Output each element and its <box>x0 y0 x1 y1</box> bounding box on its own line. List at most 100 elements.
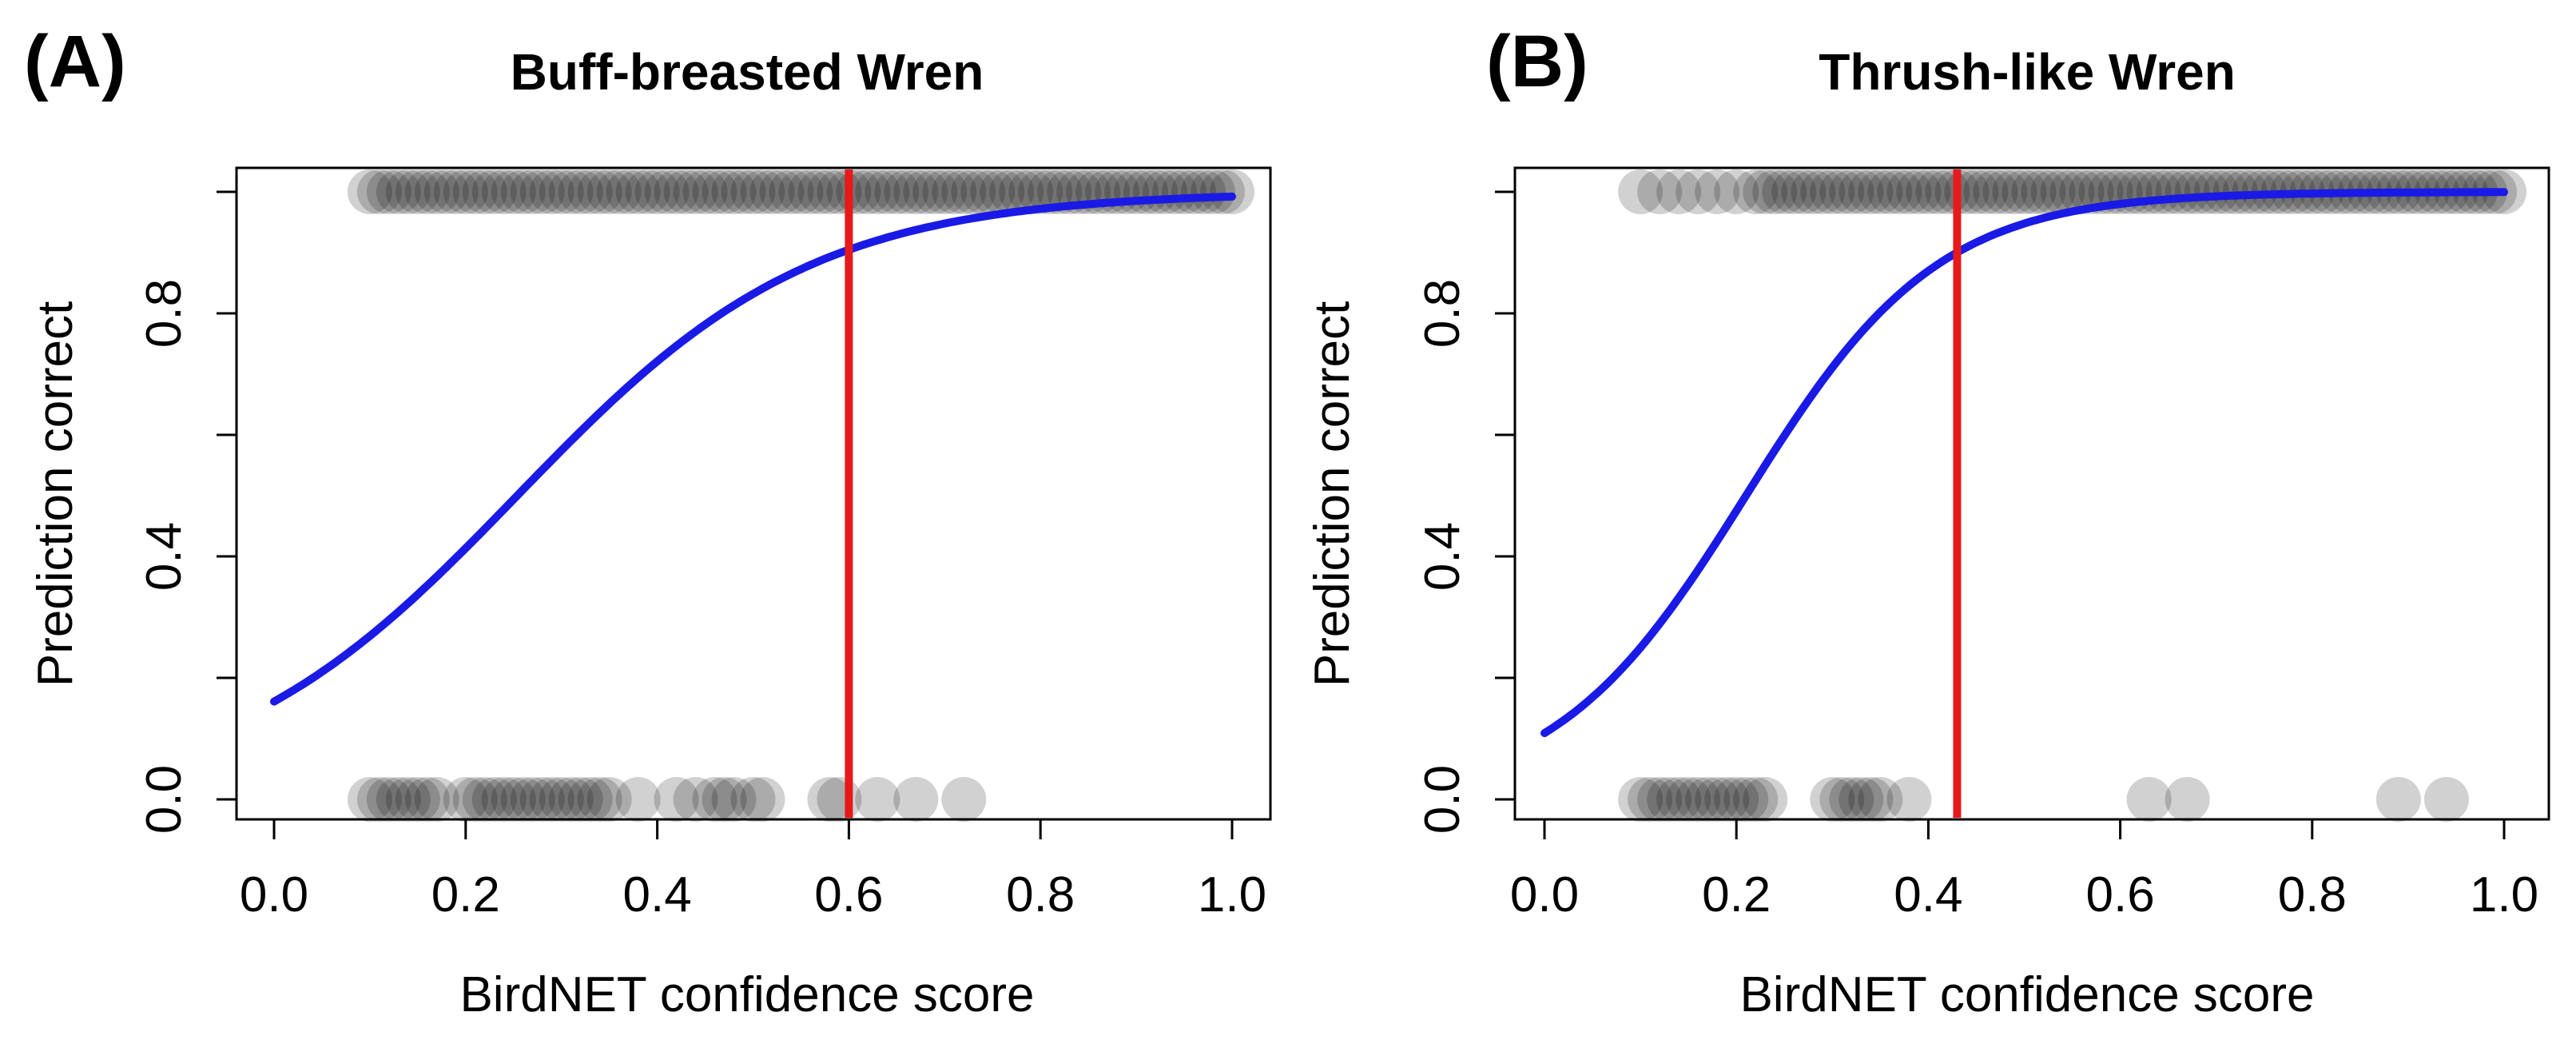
panel-a-x-tick-label-4: 0.8 <box>1006 867 1075 922</box>
panel-b-point-correct-32 <box>1982 169 2028 214</box>
panel-a-point-correct-58 <box>903 169 948 214</box>
panel-a-point-correct-18 <box>519 169 565 214</box>
panel-a-x-tick-label-5: 1.0 <box>1198 867 1266 922</box>
panel-a-point-correct-34 <box>673 169 718 214</box>
panel-a-point-correct-17 <box>510 169 555 214</box>
panel-b-point-correct-40 <box>2059 169 2105 214</box>
panel-a-point-correct-39 <box>721 169 766 214</box>
panel-b: (B) Thrush-like Wren 0.0 0.2 0.4 0.6 0.8 1.0 … <box>1305 21 2550 1022</box>
panel-b-point-incorrect-15 <box>1819 777 1865 822</box>
panel-b-point-correct-0 <box>1618 169 1664 214</box>
panel-a-point-correct-68 <box>999 169 1044 214</box>
panel-a-point-incorrect-24 <box>615 777 661 822</box>
panel-a-point-correct-10 <box>443 169 488 214</box>
panel-b-point-incorrect-1 <box>1628 777 1673 822</box>
panel-a-point-incorrect-13 <box>491 777 536 822</box>
panel-b-point-correct-14 <box>1810 169 1855 214</box>
panel-a-point-incorrect-17 <box>529 777 574 822</box>
panel-a-point-incorrect-5 <box>395 777 440 822</box>
panel-b-point-incorrect-14 <box>1810 777 1855 822</box>
panel-a-point-correct-42 <box>749 169 795 214</box>
panel-a-x-tick-label-2: 0.4 <box>622 867 691 922</box>
panel-a-point-incorrect-27 <box>692 777 737 822</box>
panel-a-point-correct-3 <box>376 169 421 214</box>
panel-a-point-correct-36 <box>692 169 737 214</box>
panel-a-point-correct-7 <box>414 169 459 214</box>
panel-b-point-correct-12 <box>1791 169 1836 214</box>
panel-a-point-incorrect-3 <box>376 777 421 822</box>
panel-a-point-incorrect-31 <box>740 777 785 822</box>
panel-b-plot-frame <box>1513 166 2550 821</box>
panel-b-point-incorrect-19 <box>1858 777 1903 822</box>
panel-b-point-correct-6 <box>1733 169 1779 214</box>
panel-b-x-tick-label-3: 0.6 <box>2085 867 2154 922</box>
panel-a-y-tick-label-1: 0.4 <box>137 522 192 591</box>
panel-b-point-correct-54 <box>2193 169 2239 214</box>
panel-b-point-correct-19 <box>1858 169 1903 214</box>
panel-a-point-incorrect-9 <box>452 777 498 822</box>
panel-b-point-correct-38 <box>2040 169 2085 214</box>
panel-a-y-tick-label-2: 0.8 <box>137 279 192 348</box>
panel-a-y-axis: 0.0 0.4 0.8 <box>137 190 237 834</box>
panel-b-x-axis-label: BirdNET confidence score <box>1739 967 2314 1022</box>
panel-a-point-correct-19 <box>529 169 574 214</box>
panel-a-x-tick-label-0: 0.0 <box>240 867 308 922</box>
panel-a-point-incorrect-25 <box>654 777 699 822</box>
panel-b-point-incorrect-7 <box>1685 777 1731 822</box>
panel-b-point-correct-15 <box>1819 169 1865 214</box>
panel-a-point-correct-43 <box>759 169 805 214</box>
panel-b-point-correct-39 <box>2049 169 2095 214</box>
panel-b-point-incorrect-0 <box>1618 777 1664 822</box>
panel-b-point-correct-30 <box>1963 169 2009 214</box>
panel-b-point-correct-37 <box>2030 169 2076 214</box>
panel-a-point-incorrect-1 <box>356 777 402 822</box>
panel-b-x-tick-label-4: 0.8 <box>2278 867 2347 922</box>
panel-a-point-correct-31 <box>644 169 690 214</box>
panel-a-point-correct-40 <box>730 169 776 214</box>
panel-b-y-axis-label: Prediction correct <box>1305 301 1360 687</box>
panel-a-point-incorrect-22 <box>577 777 622 822</box>
panel-b-point-correct-1 <box>1637 169 1683 214</box>
panel-a-point-correct-55 <box>874 169 920 214</box>
panel-b-point-correct-3 <box>1676 169 1721 214</box>
panel-a-point-correct-70 <box>1018 169 1063 214</box>
panel-a-point-correct-6 <box>404 169 450 214</box>
panel-b-point-correct-29 <box>1954 169 1999 214</box>
panel-a-point-incorrect-7 <box>414 777 459 822</box>
panel-a-point-incorrect-2 <box>366 777 411 822</box>
panel-b-point-correct-5 <box>1714 169 1759 214</box>
panel-a-point-correct-63 <box>951 169 996 214</box>
panel-b-point-correct-9 <box>1762 169 1807 214</box>
panel-a-point-incorrect-30 <box>730 777 776 822</box>
panel-b-point-correct-51 <box>2165 169 2210 214</box>
panel-b-point-correct-23 <box>1896 169 1942 214</box>
panel-b-x-axis: 0.0 0.2 0.4 0.6 0.8 1.0 <box>1510 819 2538 922</box>
panel-a-point-correct-11 <box>452 169 498 214</box>
panel-b-point-correct-33 <box>1992 169 2037 214</box>
panel-b-x-tick-label-1: 0.2 <box>1702 867 1771 922</box>
panel-a-point-correct-52 <box>845 169 891 214</box>
panel-a-plot-frame <box>235 166 1272 821</box>
panel-a-point-correct-12 <box>462 169 507 214</box>
panel-a-point-correct-28 <box>615 169 661 214</box>
panel-b-point-correct-2 <box>1656 169 1702 214</box>
panel-a-point-correct-27 <box>606 169 651 214</box>
panel-b-point-incorrect-13 <box>1743 777 1788 822</box>
panel-a-point-incorrect-12 <box>481 777 527 822</box>
panel-a-point-incorrect-19 <box>548 777 594 822</box>
panel-a-point-incorrect-10 <box>462 777 507 822</box>
panel-b-point-incorrect-10 <box>1714 777 1759 822</box>
panel-b-point-correct-4 <box>1695 169 1740 214</box>
panel-b-point-incorrect-23 <box>2375 777 2421 822</box>
panel-a-point-correct-57 <box>893 169 939 214</box>
panel-a-point-correct-60 <box>922 169 968 214</box>
panel-a-point-correct-32 <box>654 169 699 214</box>
panel-a-point-incorrect-29 <box>711 777 757 822</box>
panel-a-point-correct-15 <box>491 169 536 214</box>
panel-a-point-correct-45 <box>778 169 824 214</box>
panel-b-point-incorrect-21 <box>2126 777 2172 822</box>
panel-a-point-correct-67 <box>989 169 1035 214</box>
panel-b-point-incorrect-17 <box>1839 777 1884 822</box>
panel-a-point-correct-33 <box>663 169 709 214</box>
